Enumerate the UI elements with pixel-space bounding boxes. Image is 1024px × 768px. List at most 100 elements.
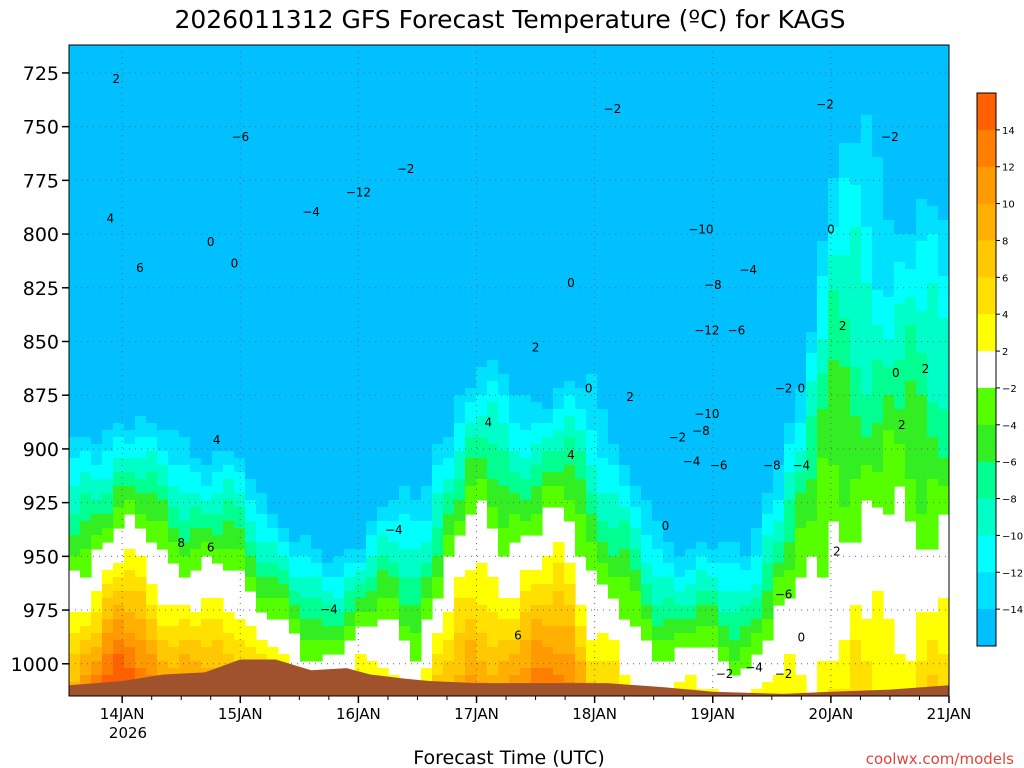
temperature-cell xyxy=(388,59,400,67)
temperature-cell xyxy=(322,108,334,116)
temperature-cell xyxy=(300,101,312,109)
temperature-cell xyxy=(168,542,180,550)
temperature-cell xyxy=(267,297,279,305)
temperature-cell xyxy=(619,598,631,606)
temperature-cell xyxy=(652,45,664,53)
temperature-cell xyxy=(91,500,103,508)
temperature-cell xyxy=(113,262,125,270)
temperature-cell xyxy=(300,556,312,564)
temperature-cell xyxy=(333,206,345,214)
temperature-cell xyxy=(102,465,114,473)
temperature-cell xyxy=(443,255,455,263)
temperature-cell xyxy=(377,136,389,144)
temperature-cell xyxy=(487,353,499,361)
temperature-cell xyxy=(168,325,180,333)
temperature-cell xyxy=(630,136,642,144)
temperature-cell xyxy=(267,262,279,270)
temperature-cell xyxy=(685,353,697,361)
temperature-cell xyxy=(69,479,81,487)
temperature-cell xyxy=(476,318,488,326)
temperature-cell xyxy=(212,262,224,270)
temperature-cell xyxy=(487,437,499,445)
temperature-cell xyxy=(234,458,246,466)
temperature-cell xyxy=(311,640,323,648)
temperature-cell xyxy=(399,500,411,508)
temperature-cell xyxy=(190,108,202,116)
temperature-cell xyxy=(289,73,301,81)
temperature-cell xyxy=(355,87,367,95)
temperature-cell xyxy=(432,654,444,662)
temperature-cell xyxy=(311,262,323,270)
temperature-cell xyxy=(113,94,125,102)
temperature-cell xyxy=(564,248,576,256)
temperature-cell xyxy=(80,444,92,452)
temperature-cell xyxy=(322,577,334,585)
temperature-cell xyxy=(344,402,356,410)
temperature-cell xyxy=(619,374,631,382)
temperature-cell xyxy=(322,514,334,522)
temperature-cell xyxy=(344,591,356,599)
temperature-cell xyxy=(157,122,169,130)
temperature-cell xyxy=(146,185,158,193)
temperature-cell xyxy=(179,605,191,613)
temperature-cell xyxy=(608,479,620,487)
temperature-cell xyxy=(476,297,488,305)
temperature-cell xyxy=(674,241,686,249)
temperature-cell xyxy=(223,332,235,340)
temperature-cell xyxy=(630,143,642,151)
temperature-cell xyxy=(146,213,158,221)
temperature-cell xyxy=(69,143,81,151)
temperature-cell xyxy=(520,465,532,473)
temperature-cell xyxy=(564,164,576,172)
temperature-cell xyxy=(300,528,312,536)
temperature-cell xyxy=(487,227,499,235)
temperature-cell xyxy=(289,192,301,200)
temperature-cell xyxy=(421,318,433,326)
temperature-cell xyxy=(278,171,290,179)
temperature-cell xyxy=(443,668,455,676)
temperature-cell xyxy=(91,626,103,634)
temperature-cell xyxy=(520,164,532,172)
temperature-cell xyxy=(575,619,587,627)
temperature-cell xyxy=(234,493,246,501)
temperature-cell xyxy=(333,458,345,466)
temperature-cell xyxy=(355,528,367,536)
temperature-cell xyxy=(553,605,565,613)
temperature-cell xyxy=(69,528,81,536)
temperature-cell xyxy=(531,591,543,599)
temperature-cell xyxy=(190,66,202,74)
temperature-cell xyxy=(498,80,510,88)
temperature-cell xyxy=(476,416,488,424)
temperature-cell xyxy=(168,150,180,158)
temperature-cell xyxy=(278,304,290,312)
temperature-cell xyxy=(278,213,290,221)
temperature-cell xyxy=(190,192,202,200)
temperature-cell xyxy=(531,297,543,305)
temperature-cell xyxy=(410,297,422,305)
temperature-cell xyxy=(157,136,169,144)
temperature-cell xyxy=(289,178,301,186)
temperature-cell xyxy=(608,248,620,256)
temperature-cell xyxy=(553,73,565,81)
temperature-cell xyxy=(586,101,598,109)
temperature-cell xyxy=(542,409,554,417)
temperature-cell xyxy=(454,430,466,438)
temperature-cell xyxy=(410,612,422,620)
temperature-cell xyxy=(388,479,400,487)
temperature-cell xyxy=(355,122,367,130)
temperature-cell xyxy=(465,367,477,375)
temperature-cell xyxy=(355,598,367,606)
temperature-cell xyxy=(641,262,653,270)
temperature-cell xyxy=(575,227,587,235)
temperature-cell xyxy=(168,437,180,445)
temperature-cell xyxy=(69,395,81,403)
temperature-cell xyxy=(531,192,543,200)
temperature-cell xyxy=(190,150,202,158)
temperature-cell xyxy=(102,535,114,543)
temperature-cell xyxy=(212,213,224,221)
temperature-cell xyxy=(322,409,334,417)
temperature-cell xyxy=(366,220,378,228)
temperature-cell xyxy=(641,66,653,74)
temperature-cell xyxy=(608,171,620,179)
temperature-cell xyxy=(278,493,290,501)
